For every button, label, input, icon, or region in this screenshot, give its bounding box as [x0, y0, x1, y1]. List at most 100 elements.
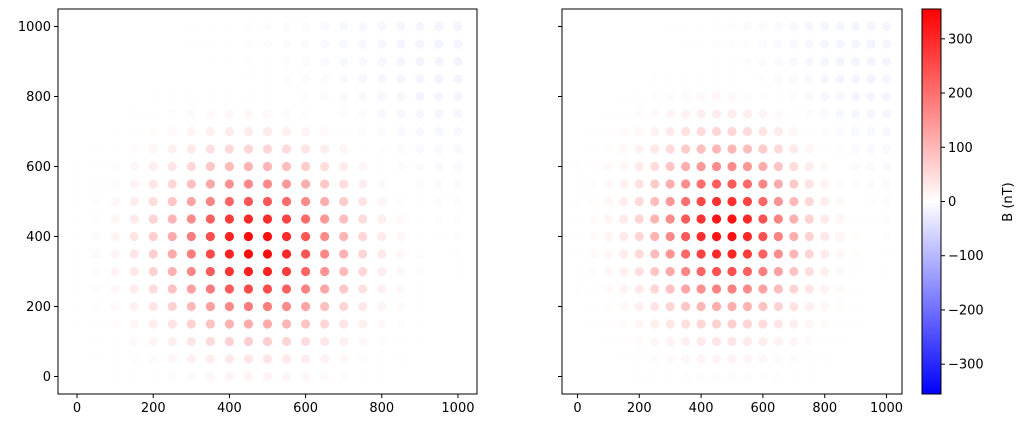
data-point [650, 91, 660, 102]
data-point [603, 249, 613, 259]
data-point [320, 336, 330, 347]
data-point [453, 284, 463, 294]
data-point [789, 249, 799, 259]
data-point [742, 301, 753, 312]
data-point [758, 301, 768, 312]
data-point [72, 231, 82, 242]
data-point [835, 354, 845, 364]
data-point [758, 354, 768, 364]
data-point [339, 91, 349, 102]
data-point [453, 371, 463, 382]
data-point [205, 56, 215, 67]
data-point [453, 91, 463, 102]
data-point [681, 91, 691, 102]
data-point [758, 249, 768, 259]
data-point [665, 214, 675, 224]
data-point [148, 231, 158, 242]
data-point [619, 126, 629, 137]
data-point [696, 179, 706, 189]
data-point [665, 39, 675, 49]
data-point [835, 126, 845, 137]
data-point [681, 179, 691, 189]
data-point [262, 266, 273, 277]
colorbar-tick-label: −300 [948, 358, 984, 373]
data-point [572, 354, 583, 364]
data-point [820, 161, 830, 172]
data-point [773, 196, 783, 207]
data-point [881, 214, 892, 224]
data-point [224, 319, 235, 329]
data-point [339, 231, 349, 242]
x-tick-label: 800 [369, 401, 394, 416]
data-point [377, 39, 387, 49]
data-point [339, 214, 349, 224]
data-point [603, 179, 613, 189]
data-point [696, 371, 706, 382]
data-point [320, 91, 330, 102]
data-point [804, 161, 814, 172]
data-point [820, 214, 830, 224]
data-point [603, 74, 613, 84]
data-point [881, 196, 892, 207]
data-point [453, 39, 463, 49]
data-point [588, 56, 598, 67]
data-point [300, 39, 311, 49]
data-point [281, 231, 292, 242]
data-point [262, 196, 273, 207]
data-point [711, 126, 722, 137]
data-point [851, 301, 861, 312]
data-point [205, 144, 215, 154]
colorbar-tick-label: 100 [948, 141, 973, 156]
data-point [300, 371, 311, 382]
data-point [186, 249, 196, 259]
data-point [619, 56, 629, 67]
data-point [588, 161, 598, 172]
data-point [243, 39, 254, 49]
data-point [851, 39, 861, 49]
data-point [243, 74, 254, 84]
data-point [434, 74, 444, 84]
data-point [835, 21, 845, 32]
data-point [742, 231, 753, 242]
data-point [820, 39, 830, 49]
data-point [603, 196, 613, 207]
data-point [835, 179, 845, 189]
data-point [205, 319, 215, 329]
data-point [186, 91, 196, 102]
data-point [681, 56, 691, 67]
data-point [186, 144, 196, 154]
data-point [835, 336, 845, 347]
data-point [453, 231, 463, 242]
data-point [415, 336, 425, 347]
data-point [789, 266, 799, 277]
data-point [835, 161, 845, 172]
data-point [619, 354, 629, 364]
data-point [262, 284, 273, 294]
data-point [851, 126, 861, 137]
data-point [243, 336, 254, 347]
data-point [72, 161, 82, 172]
data-point [243, 91, 254, 102]
data-point [619, 196, 629, 207]
data-point [129, 284, 139, 294]
data-point [727, 21, 737, 32]
data-point [262, 336, 273, 347]
data-point [186, 74, 196, 84]
data-point [634, 354, 644, 364]
data-point [634, 161, 644, 172]
data-point [773, 371, 783, 382]
data-point [835, 371, 845, 382]
data-point [650, 179, 660, 189]
y-tick-label: 200 [26, 300, 51, 315]
data-point [91, 249, 101, 259]
data-point [91, 319, 101, 329]
data-point [186, 179, 196, 189]
data-point [804, 301, 814, 312]
data-point [789, 284, 799, 294]
data-point [851, 91, 861, 102]
data-point [377, 21, 387, 32]
y-tick-label: 400 [26, 230, 51, 245]
data-point [789, 161, 799, 172]
data-point [835, 231, 845, 242]
data-point [320, 319, 330, 329]
